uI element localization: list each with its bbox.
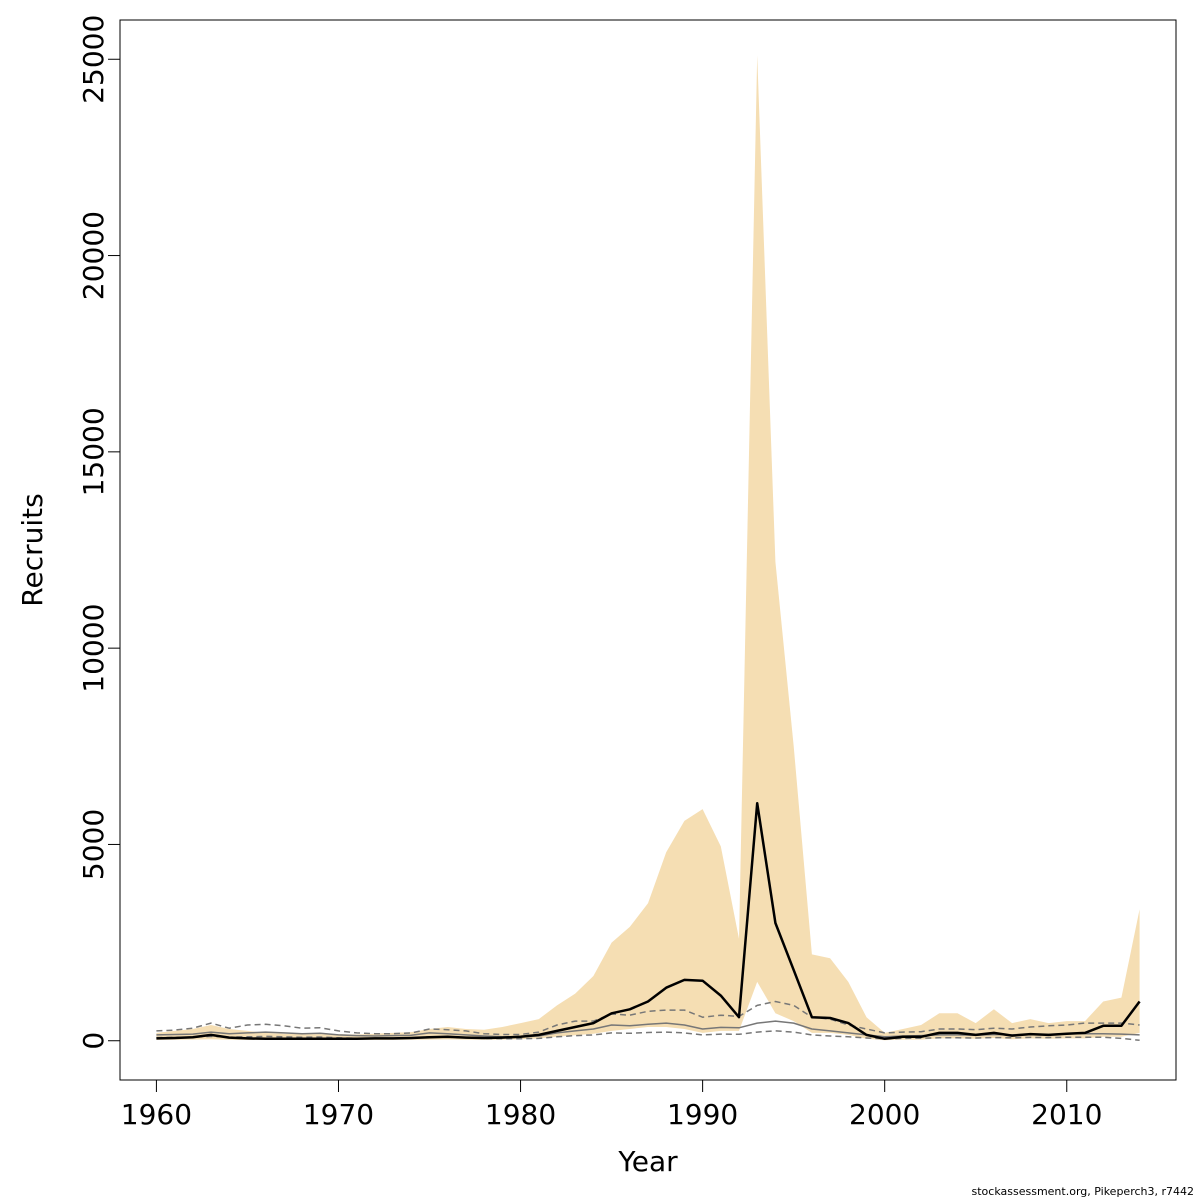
estimate-line <box>156 801 1141 1041</box>
y-tick-label: 20000 <box>77 211 110 300</box>
previous-upper-line <box>156 1000 1140 1036</box>
x-tick-label: 1990 <box>667 1098 738 1131</box>
y-tick-label: 0 <box>77 1032 110 1050</box>
x-tick-label: 1980 <box>485 1098 556 1131</box>
x-tick-label: 1970 <box>303 1098 374 1131</box>
y-tick-label: 10000 <box>77 604 110 693</box>
source-caption: stockassessment.org, Pikeperch3, r7442 <box>972 1185 1194 1198</box>
x-axis-title: Year <box>617 1145 678 1178</box>
y-tick-label: 5000 <box>77 809 110 880</box>
series-lines-layer <box>156 801 1141 1042</box>
y-tick-label: 15000 <box>77 407 110 496</box>
x-tick-label: 1960 <box>121 1098 192 1131</box>
previous-lower-line <box>156 1030 1140 1042</box>
x-tick-label: 2000 <box>849 1098 920 1131</box>
x-tick-label: 2010 <box>1031 1098 1102 1131</box>
confidence-band <box>156 55 1140 1041</box>
confidence-band-layer <box>156 55 1140 1041</box>
x-axis: 1960 1970 1980 1990 2000 2010 <box>121 1079 1102 1131</box>
y-tick-label: 25000 <box>77 15 110 104</box>
y-axis-title: Recruits <box>16 493 49 606</box>
y-axis: 0 5000 10000 15000 20000 25000 <box>77 15 121 1050</box>
